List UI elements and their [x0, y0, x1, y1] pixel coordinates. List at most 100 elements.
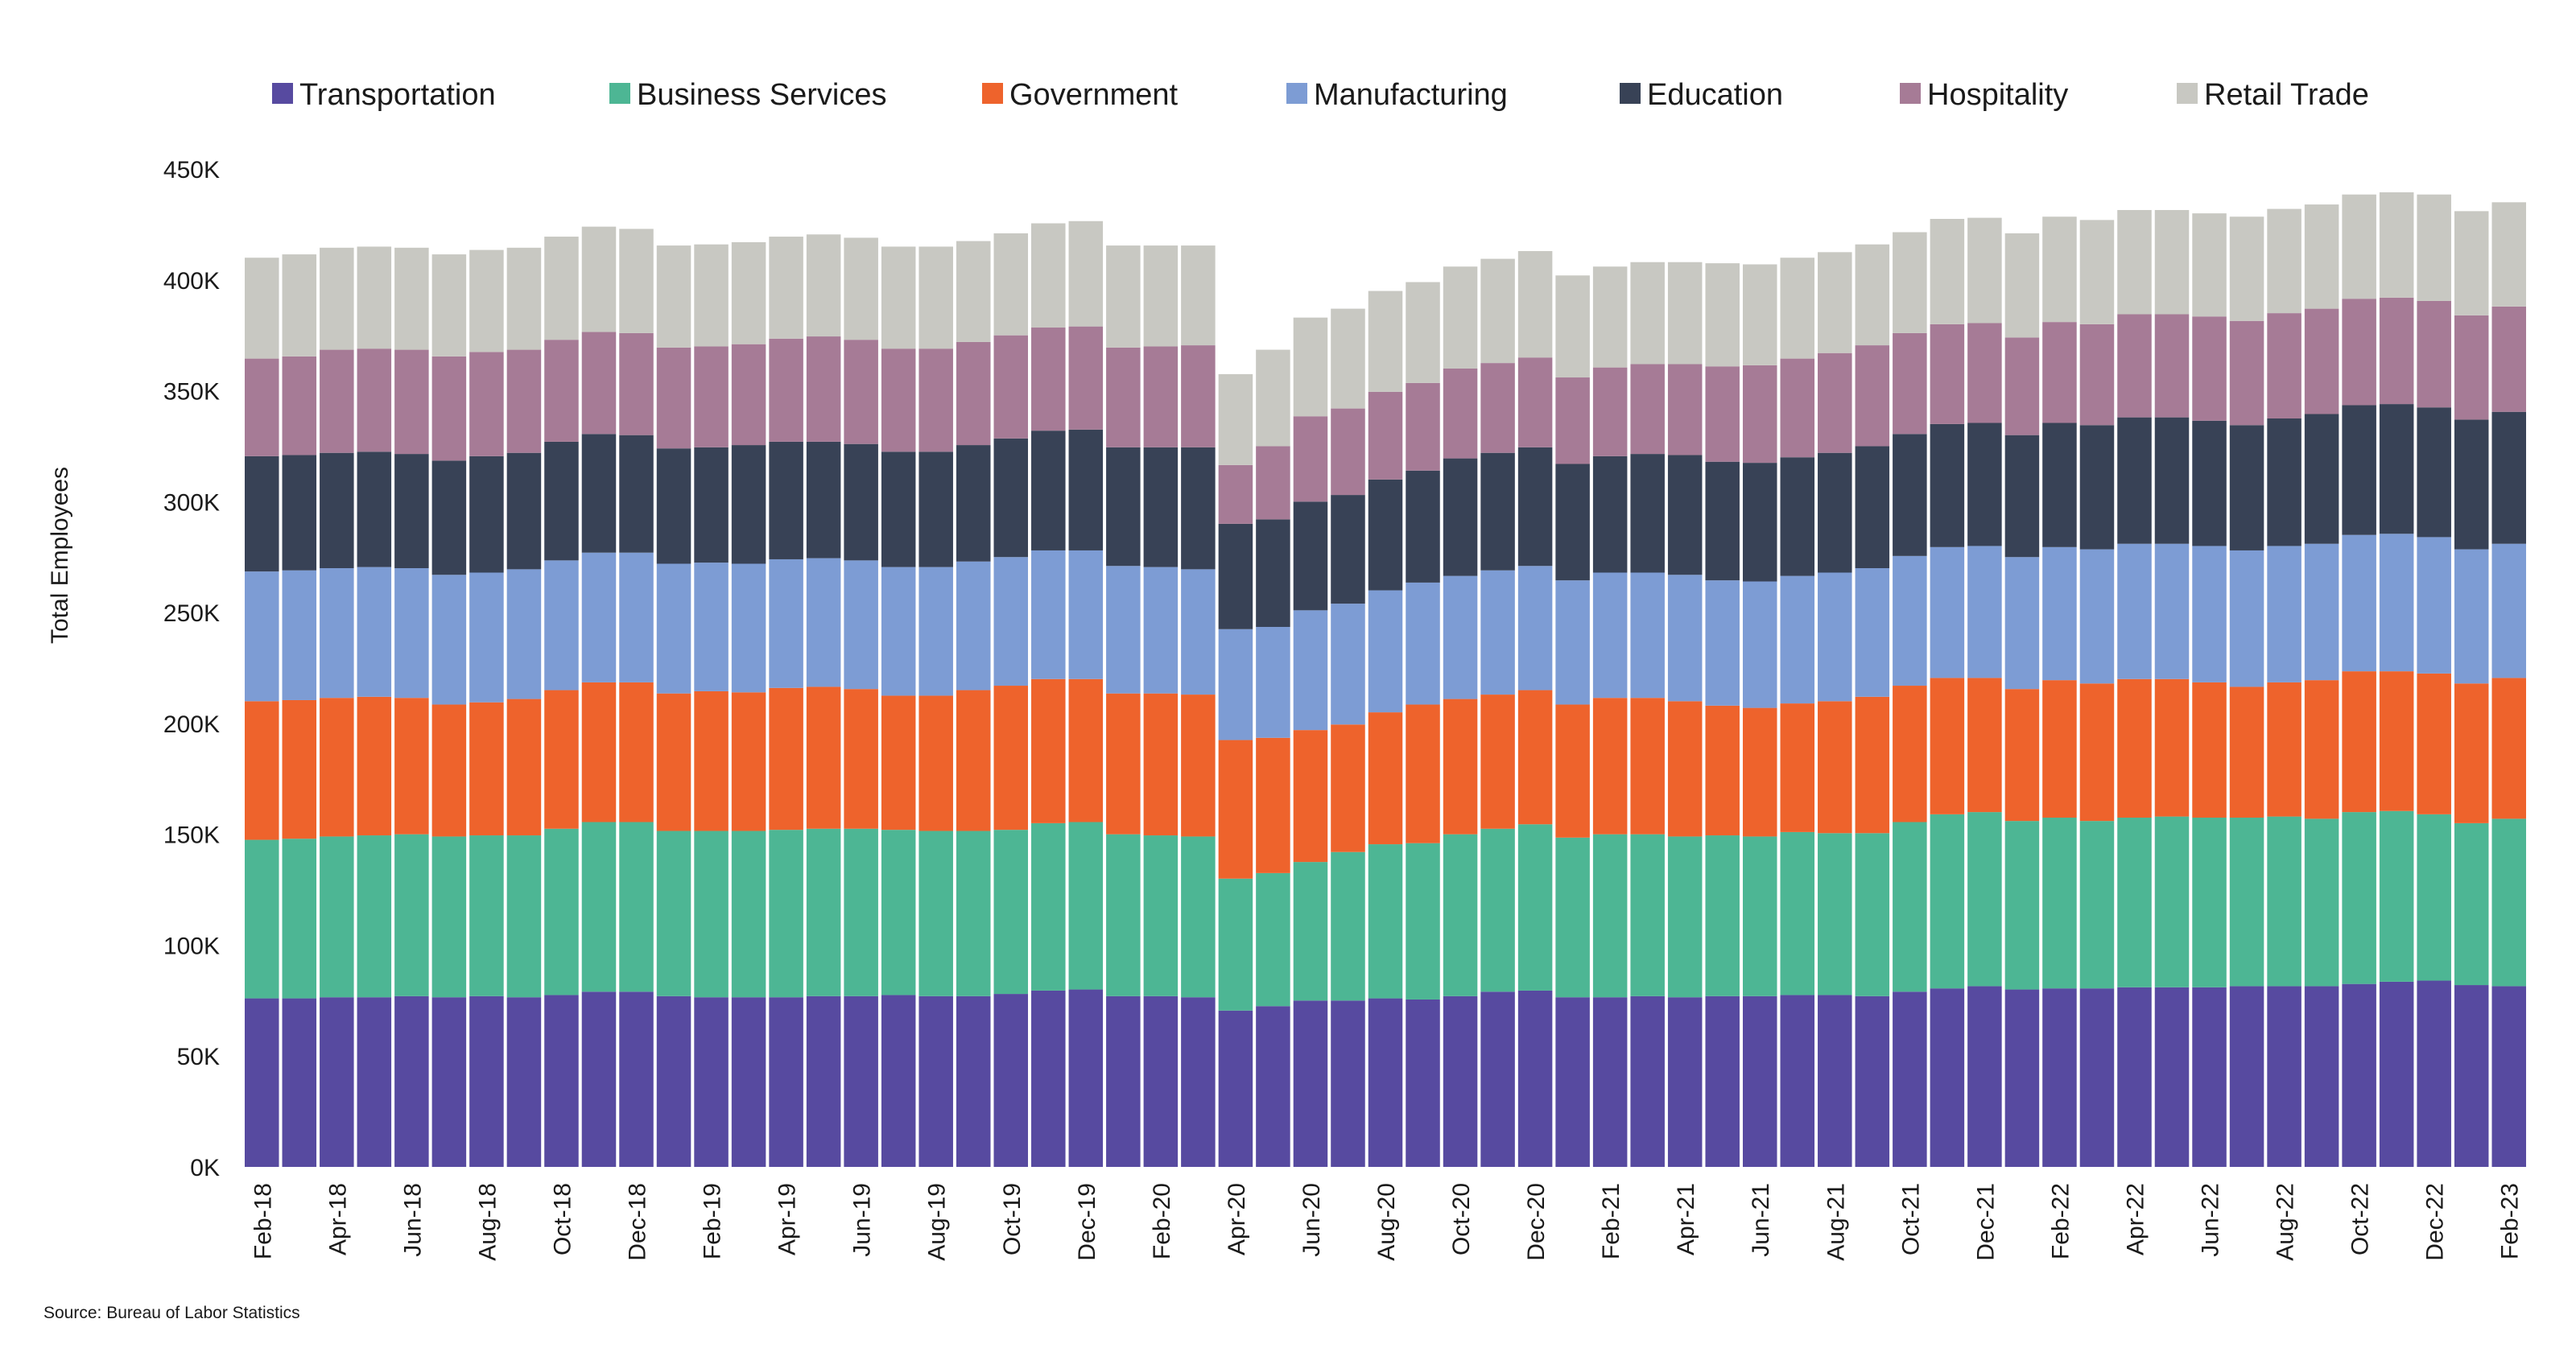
bar-segment-transportation-jun-19	[844, 995, 878, 1167]
bar-segment-transportation-jan-20	[1106, 995, 1141, 1167]
bar-segment-manufacturing-oct-19	[993, 557, 1029, 686]
bar-segment-business-services-jan-21	[1555, 837, 1590, 998]
bar-segment-manufacturing-aug-19	[919, 567, 953, 696]
bar-segment-hospitality-apr-22	[2117, 314, 2152, 418]
bar-segment-business-services-jan-20	[1106, 834, 1141, 996]
bar-segment-hospitality-jul-18	[431, 356, 467, 461]
bar-segment-hospitality-apr-21	[1667, 364, 1703, 455]
bar-segment-government-may-18	[357, 696, 392, 836]
legend-label-business-services: Business Services	[637, 78, 886, 112]
bar-segment-transportation-feb-22	[2042, 988, 2077, 1167]
bar-segment-manufacturing-jul-21	[1780, 575, 1815, 704]
bar-segment-retail-trade-jan-19	[656, 245, 691, 348]
bar-column-sep-22	[2304, 204, 2339, 1167]
bar-segment-business-services-feb-19	[694, 831, 729, 998]
source-note: Source: Bureau of Labor Statistics	[43, 1304, 300, 1322]
bar-segment-education-apr-18	[320, 452, 354, 568]
bar-segment-retail-trade-may-20	[1256, 349, 1290, 447]
x-tick-label-aug-21: Aug-21	[1823, 1183, 1849, 1261]
bar-segment-government-apr-20	[1218, 740, 1253, 879]
bar-segment-hospitality-jan-23	[2454, 315, 2489, 420]
bar-segment-business-services-jun-21	[1742, 836, 1777, 996]
bar-segment-business-services-feb-21	[1592, 834, 1628, 998]
bar-segment-transportation-dec-21	[1967, 986, 2002, 1167]
bar-segment-business-services-apr-19	[769, 830, 803, 998]
bar-segment-manufacturing-apr-20	[1218, 629, 1253, 740]
bar-column-apr-19	[769, 237, 803, 1167]
bar-segment-manufacturing-sep-20	[1406, 582, 1440, 705]
bar-segment-education-jul-20	[1331, 495, 1365, 604]
bar-segment-retail-trade-feb-18	[245, 258, 279, 359]
y-axis: 0K 50K 100K 150K 200K 250K 300K 350K 400K 450K	[163, 157, 220, 1181]
bar-segment-education-sep-22	[2304, 414, 2339, 544]
bar-segment-manufacturing-jul-18	[431, 575, 467, 705]
bar-segment-education-oct-20	[1443, 458, 1478, 576]
bar-segment-government-feb-21	[1592, 698, 1628, 835]
bar-segment-education-nov-18	[581, 434, 617, 553]
bar-segment-government-jan-22	[2004, 689, 2040, 822]
bar-segment-government-mar-18	[282, 699, 317, 839]
bar-column-jan-22	[2004, 233, 2040, 1167]
bar-segment-education-aug-22	[2267, 418, 2301, 546]
y-axis-title: Total Employees	[47, 467, 73, 644]
bar-segment-retail-trade-jun-20	[1293, 317, 1328, 417]
x-tick-label-apr-22: Apr-22	[2123, 1183, 2149, 1255]
bar-column-may-20	[1256, 349, 1290, 1167]
bar-segment-transportation-mar-18	[282, 998, 317, 1167]
bar-column-apr-20	[1218, 373, 1253, 1167]
bar-column-oct-19	[993, 233, 1029, 1167]
bar-segment-transportation-aug-22	[2267, 986, 2301, 1167]
bar-segment-retail-trade-dec-19	[1068, 221, 1104, 327]
bar-segment-government-nov-20	[1480, 695, 1515, 829]
bar-segment-government-jun-19	[844, 689, 878, 829]
legend-label-hospitality: Hospitality	[1927, 78, 2068, 112]
bar-segment-education-may-18	[357, 451, 392, 567]
bar-segment-business-services-dec-22	[2417, 814, 2451, 981]
bar-column-oct-22	[2342, 194, 2376, 1167]
bar-segment-education-jul-22	[2229, 425, 2264, 550]
bar-segment-government-apr-19	[769, 687, 803, 831]
bar-segment-hospitality-oct-22	[2342, 299, 2376, 406]
bar-segment-government-jan-21	[1555, 704, 1590, 838]
bar-segment-manufacturing-dec-20	[1517, 566, 1553, 690]
bar-segment-hospitality-apr-19	[769, 338, 803, 442]
bar-segment-hospitality-nov-22	[2379, 297, 2414, 405]
bar-segment-education-jun-19	[844, 443, 878, 561]
bar-segment-retail-trade-jul-21	[1780, 258, 1815, 359]
bar-segment-education-apr-20	[1218, 523, 1253, 629]
y-tick-label-250k: 250K	[163, 600, 220, 627]
bar-segment-business-services-jul-18	[431, 836, 467, 998]
bar-segment-hospitality-sep-21	[1855, 345, 1890, 447]
bar-segment-education-feb-18	[245, 455, 279, 572]
bar-segment-retail-trade-apr-19	[769, 237, 803, 339]
bar-segment-government-feb-18	[245, 701, 279, 840]
bar-segment-education-jun-21	[1742, 463, 1777, 582]
bar-segment-business-services-may-21	[1705, 835, 1740, 996]
bar-column-sep-20	[1406, 282, 1440, 1167]
bar-column-aug-18	[469, 249, 504, 1167]
bar-segment-transportation-dec-18	[619, 991, 654, 1167]
bar-segment-manufacturing-aug-20	[1368, 590, 1403, 713]
bar-segment-education-nov-19	[1031, 431, 1066, 550]
bar-segment-retail-trade-jan-23	[2454, 211, 2489, 315]
bar-segment-retail-trade-sep-20	[1406, 282, 1440, 383]
bar-segment-hospitality-jul-21	[1780, 358, 1815, 458]
x-tick-label-feb-22: Feb-22	[2047, 1183, 2074, 1259]
bar-segment-transportation-may-22	[2154, 987, 2190, 1167]
bar-column-jul-19	[881, 246, 916, 1167]
legend-item-transportation: Transportation	[272, 78, 496, 112]
bar-segment-transportation-sep-18	[506, 997, 542, 1167]
bar-segment-business-services-apr-18	[320, 836, 354, 998]
bar-column-jun-21	[1742, 264, 1777, 1167]
bar-segment-hospitality-jan-21	[1555, 377, 1590, 464]
bar-segment-business-services-aug-19	[919, 831, 953, 996]
bar-segment-transportation-jul-22	[2229, 986, 2264, 1167]
bar-segment-business-services-aug-18	[469, 835, 504, 996]
bar-segment-hospitality-may-18	[357, 348, 392, 452]
bar-segment-transportation-nov-22	[2379, 981, 2414, 1167]
bar-segment-transportation-aug-20	[1368, 998, 1403, 1167]
bar-segment-transportation-sep-21	[1855, 995, 1890, 1167]
x-tick-label-oct-21: Oct-21	[1897, 1183, 1924, 1255]
bar-segment-hospitality-aug-21	[1818, 352, 1852, 453]
bar-column-aug-19	[919, 246, 953, 1167]
